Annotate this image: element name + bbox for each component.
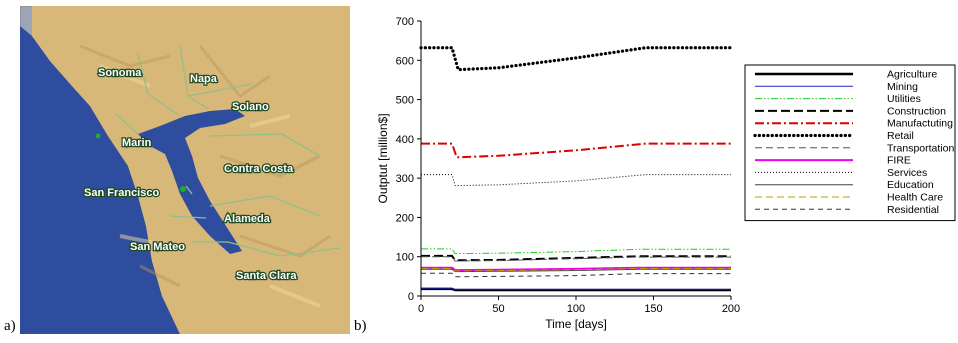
legend-label: Services xyxy=(887,167,927,179)
map-label-alameda: Alameda xyxy=(224,213,271,225)
y-tick-label: 400 xyxy=(396,134,414,146)
x-tick-label: 100 xyxy=(567,303,585,315)
series-line-education xyxy=(421,268,731,273)
y-tick-label: 700 xyxy=(396,16,414,28)
x-tick-label: 200 xyxy=(722,303,740,315)
legend-box xyxy=(744,64,956,222)
y-axis-title: Outptut [million$] xyxy=(376,113,390,203)
y-tick-label: 600 xyxy=(396,55,414,67)
legend-label: Transportation xyxy=(887,142,954,154)
map-label-sonoma: Sonoma xyxy=(98,67,142,79)
series-line-agriculture xyxy=(421,287,731,292)
legend-label: FIRE xyxy=(887,155,911,167)
legend-label: Manufactuting xyxy=(887,118,953,130)
map-graphic: Sonoma Napa Solano Marin Contra Costa Sa… xyxy=(19,5,351,335)
x-tick-label: 0 xyxy=(418,303,424,315)
map-label-san-francisco: San Francisco xyxy=(84,187,159,199)
legend-label: Agriculture xyxy=(887,69,937,81)
series-line-construction xyxy=(421,254,731,262)
series-line-residential xyxy=(421,272,731,278)
y-tick-label: 100 xyxy=(396,252,414,264)
series-line-mining xyxy=(421,287,731,290)
x-tick-label: 50 xyxy=(492,303,504,315)
legend: AgricultureMiningUtilitiesConstructionMa… xyxy=(744,64,956,222)
output-line-chart: 0 100 200 300 400 500 600 700 0 50 100 150 200 Time … xyxy=(376,16,956,331)
series-line-retail xyxy=(419,46,733,72)
series-line-health-care xyxy=(421,268,731,272)
y-tick-label: 0 xyxy=(408,291,414,303)
y-tick-label: 300 xyxy=(396,173,414,185)
chart-axes: 0 100 200 300 400 500 600 700 0 50 100 150 200 xyxy=(396,16,741,315)
y-tick-label: 200 xyxy=(396,212,414,224)
series-line-utilities xyxy=(421,248,731,255)
legend-label: Residential xyxy=(887,204,939,216)
legend-label: Education xyxy=(887,179,934,191)
x-axis-title: Time [days] xyxy=(545,317,607,331)
panel-a-label: a) xyxy=(4,318,16,334)
legend-label: Health Care xyxy=(887,192,943,204)
series-line-manufactuting xyxy=(421,142,731,159)
plot-area xyxy=(419,46,733,292)
series-line-transportation xyxy=(421,256,731,262)
legend-label: Utilities xyxy=(887,93,921,105)
map-label-san-mateo: San Mateo xyxy=(130,241,185,253)
map-label-santa-clara: Santa Clara xyxy=(236,270,297,282)
legend-label: Construction xyxy=(887,105,946,117)
panel-b-label: b) xyxy=(354,318,367,334)
x-tick-label: 150 xyxy=(644,303,662,315)
bay-area-map: Sonoma Napa Solano Marin Contra Costa Sa… xyxy=(19,5,351,335)
series-line-fire xyxy=(421,266,731,272)
map-label-napa: Napa xyxy=(190,73,218,85)
map-label-marin: Marin xyxy=(122,137,152,149)
series-line-services xyxy=(421,174,731,187)
bay-water xyxy=(138,109,245,254)
legend-label: Retail xyxy=(887,130,914,142)
map-label-contra-costa: Contra Costa xyxy=(224,163,294,175)
map-label-solano: Solano xyxy=(232,101,269,113)
ocean xyxy=(20,26,180,334)
legend-label: Mining xyxy=(887,81,918,93)
y-tick-label: 500 xyxy=(396,95,414,107)
